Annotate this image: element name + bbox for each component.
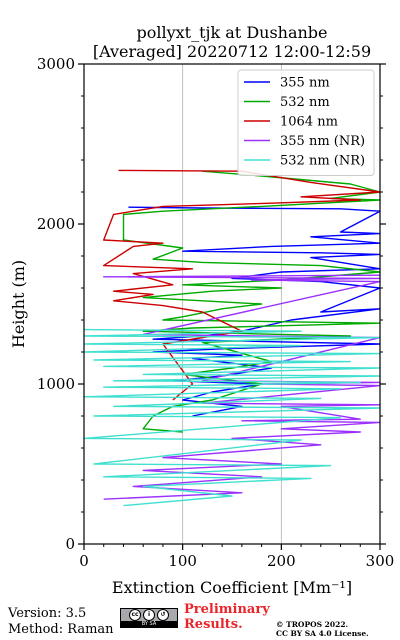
legend-label-4: 532 nm (NR) — [280, 154, 365, 169]
chart-title-line1: pollyxt_tjk at Dushanbe — [136, 23, 327, 42]
plot-frame — [83, 63, 381, 545]
series-line-1 — [122, 170, 381, 433]
series-line-4 — [83, 328, 381, 507]
y-tick-label: 1000 — [37, 375, 75, 393]
y-axis-label: Height (m) — [9, 260, 28, 348]
method-text: Method: Raman — [8, 622, 114, 637]
series-line-2 — [102, 169, 381, 401]
series-line-3 — [102, 274, 381, 500]
y-tick-label: 2000 — [37, 215, 75, 233]
legend-label-0: 355 nm — [280, 76, 330, 91]
sa-icon: ↺ — [157, 609, 169, 621]
version-info: Version: 3.5 Method: Raman — [8, 606, 114, 638]
preliminary-line1: Preliminary — [184, 602, 270, 617]
extinction-profile-chart: pollyxt_tjk at Dushanbe [Averaged] 20220… — [9, 23, 395, 597]
cc-icon: cc — [129, 609, 141, 621]
x-tick-label: 100 — [168, 552, 197, 570]
y-tick-label: 0 — [65, 535, 75, 553]
copyright-line2: CC BY SA 4.0 License. — [276, 629, 369, 638]
preliminary-line2: Results. — [184, 617, 243, 632]
copyright-line1: © TROPOS 2022. — [276, 620, 349, 629]
series-group — [83, 169, 381, 507]
version-text: Version: 3.5 — [8, 606, 87, 621]
cc-badge-label: BY SA — [121, 621, 177, 627]
copyright-notice: © TROPOS 2022. CC BY SA 4.0 License. — [276, 620, 369, 638]
legend-label-1: 532 nm — [280, 95, 330, 110]
legend-label-3: 355 nm (NR) — [280, 134, 365, 149]
legend-box — [237, 69, 375, 176]
x-tick-label: 300 — [366, 552, 395, 570]
y-tick-label: 3000 — [37, 55, 75, 73]
x-tick-label: 200 — [267, 552, 296, 570]
x-axis-label: Extinction Coefficient [Mm⁻¹] — [112, 578, 352, 597]
legend-label-2: 1064 nm — [280, 115, 338, 130]
x-tick-label: 0 — [79, 552, 89, 570]
by-icon: i — [143, 609, 155, 621]
legend: 355 nm 532 nm 1064 nm 355 nm (NR) 532 nm (NR… — [237, 69, 375, 176]
preliminary-notice: Preliminary Results. — [184, 602, 270, 632]
chart-title-line2: [Averaged] 20220712 12:00-12:59 — [93, 42, 371, 61]
cc-license-badge[interactable]: cc i ↺ BY SA — [120, 608, 178, 628]
